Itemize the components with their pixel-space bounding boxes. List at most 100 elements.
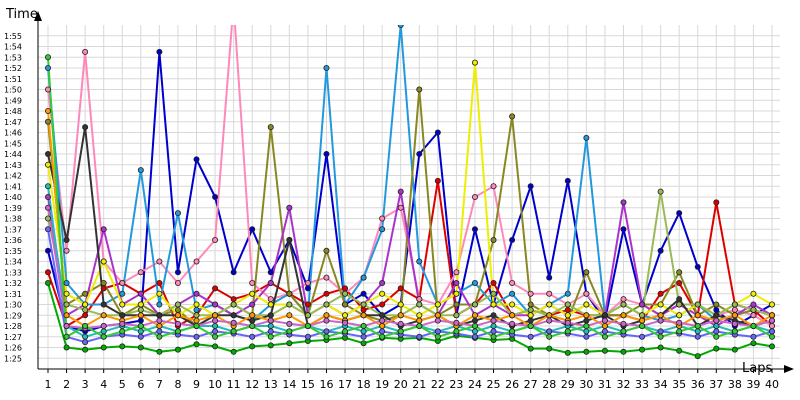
x-tick-label: 27 xyxy=(524,378,538,391)
x-tick-label: 4 xyxy=(100,378,107,391)
data-point xyxy=(657,301,664,308)
data-point xyxy=(509,320,516,327)
data-point xyxy=(360,312,367,319)
data-point xyxy=(63,322,70,329)
data-point xyxy=(342,285,349,292)
data-point xyxy=(304,279,311,286)
data-point xyxy=(193,306,200,313)
data-point xyxy=(601,347,608,354)
data-point xyxy=(527,322,534,329)
data-point xyxy=(267,279,274,286)
data-point xyxy=(63,236,70,243)
data-point xyxy=(360,333,367,340)
y-tick-label: 1:46 xyxy=(4,129,22,138)
data-point xyxy=(509,301,516,308)
y-tick-label: 1:45 xyxy=(4,139,22,148)
data-point xyxy=(212,343,219,350)
y-tick-label: 1:47 xyxy=(4,118,22,127)
data-point xyxy=(119,320,126,327)
data-point xyxy=(453,269,460,276)
data-point xyxy=(82,322,89,329)
data-point xyxy=(82,339,89,346)
data-point xyxy=(471,279,478,286)
data-point xyxy=(137,344,144,351)
data-point xyxy=(434,129,441,136)
data-point xyxy=(267,312,274,319)
x-tick-label: 36 xyxy=(691,378,705,391)
data-point xyxy=(676,301,683,308)
data-point xyxy=(601,312,608,319)
data-point xyxy=(137,322,144,329)
data-point xyxy=(620,199,627,206)
data-point xyxy=(379,333,386,340)
x-tick-label: 16 xyxy=(319,378,333,391)
data-point xyxy=(379,322,386,329)
y-tick-label: 1:38 xyxy=(4,215,22,224)
data-point xyxy=(601,317,608,324)
data-point xyxy=(267,328,274,335)
data-point xyxy=(657,333,664,340)
data-point xyxy=(45,108,52,115)
data-point xyxy=(416,322,423,329)
data-point xyxy=(564,290,571,297)
data-point xyxy=(100,333,107,340)
data-point xyxy=(137,328,144,335)
y-axis-title: Time xyxy=(5,7,38,22)
data-point xyxy=(323,150,330,157)
data-point xyxy=(212,328,219,335)
data-point xyxy=(676,347,683,354)
data-point xyxy=(564,177,571,184)
data-point xyxy=(694,333,701,340)
x-tick-label: 32 xyxy=(616,378,630,391)
data-point xyxy=(212,301,219,308)
y-tick-label: 1:52 xyxy=(4,64,22,73)
data-point xyxy=(546,274,553,281)
data-point xyxy=(267,296,274,303)
x-tick-label: 6 xyxy=(137,378,144,391)
y-tick-label: 1:49 xyxy=(4,96,22,105)
data-point xyxy=(657,312,664,319)
data-point xyxy=(360,290,367,297)
y-tick-label: 1:40 xyxy=(4,193,22,202)
data-point xyxy=(564,349,571,356)
data-point xyxy=(342,328,349,335)
data-point xyxy=(174,279,181,286)
x-tick-label: 11 xyxy=(227,378,241,391)
data-point xyxy=(713,301,720,308)
data-point xyxy=(731,346,738,353)
y-tick-label: 1:33 xyxy=(4,268,22,277)
data-point xyxy=(267,317,274,324)
data-point xyxy=(713,333,720,340)
x-tick-label: 26 xyxy=(505,378,519,391)
data-point xyxy=(63,312,70,319)
data-point xyxy=(620,301,627,308)
data-point xyxy=(230,328,237,335)
data-point xyxy=(453,312,460,319)
series-line xyxy=(47,57,773,339)
data-point xyxy=(583,134,590,141)
data-point xyxy=(267,322,274,329)
data-point xyxy=(286,236,293,243)
data-point xyxy=(82,301,89,308)
data-point xyxy=(156,279,163,286)
data-point xyxy=(156,301,163,308)
data-point xyxy=(509,290,516,297)
data-point xyxy=(63,333,70,340)
data-point xyxy=(639,301,646,308)
data-point xyxy=(471,328,478,335)
data-point xyxy=(713,199,720,206)
data-point xyxy=(323,312,330,319)
x-tick-labels: 1 2 3 4 5 6 7 8 9 10 11 12 13 14 15 16 17 18 19 20 21 22 23 24 2… xyxy=(45,378,780,391)
data-point xyxy=(527,301,534,308)
data-point xyxy=(769,328,776,335)
data-point xyxy=(620,348,627,355)
data-point xyxy=(676,319,683,326)
x-tick-label: 28 xyxy=(542,378,556,391)
data-point xyxy=(694,312,701,319)
data-point xyxy=(360,306,367,313)
data-point xyxy=(416,301,423,308)
data-point xyxy=(137,167,144,174)
data-point xyxy=(249,343,256,350)
x-tick-label: 17 xyxy=(338,378,352,391)
data-point xyxy=(119,290,126,297)
